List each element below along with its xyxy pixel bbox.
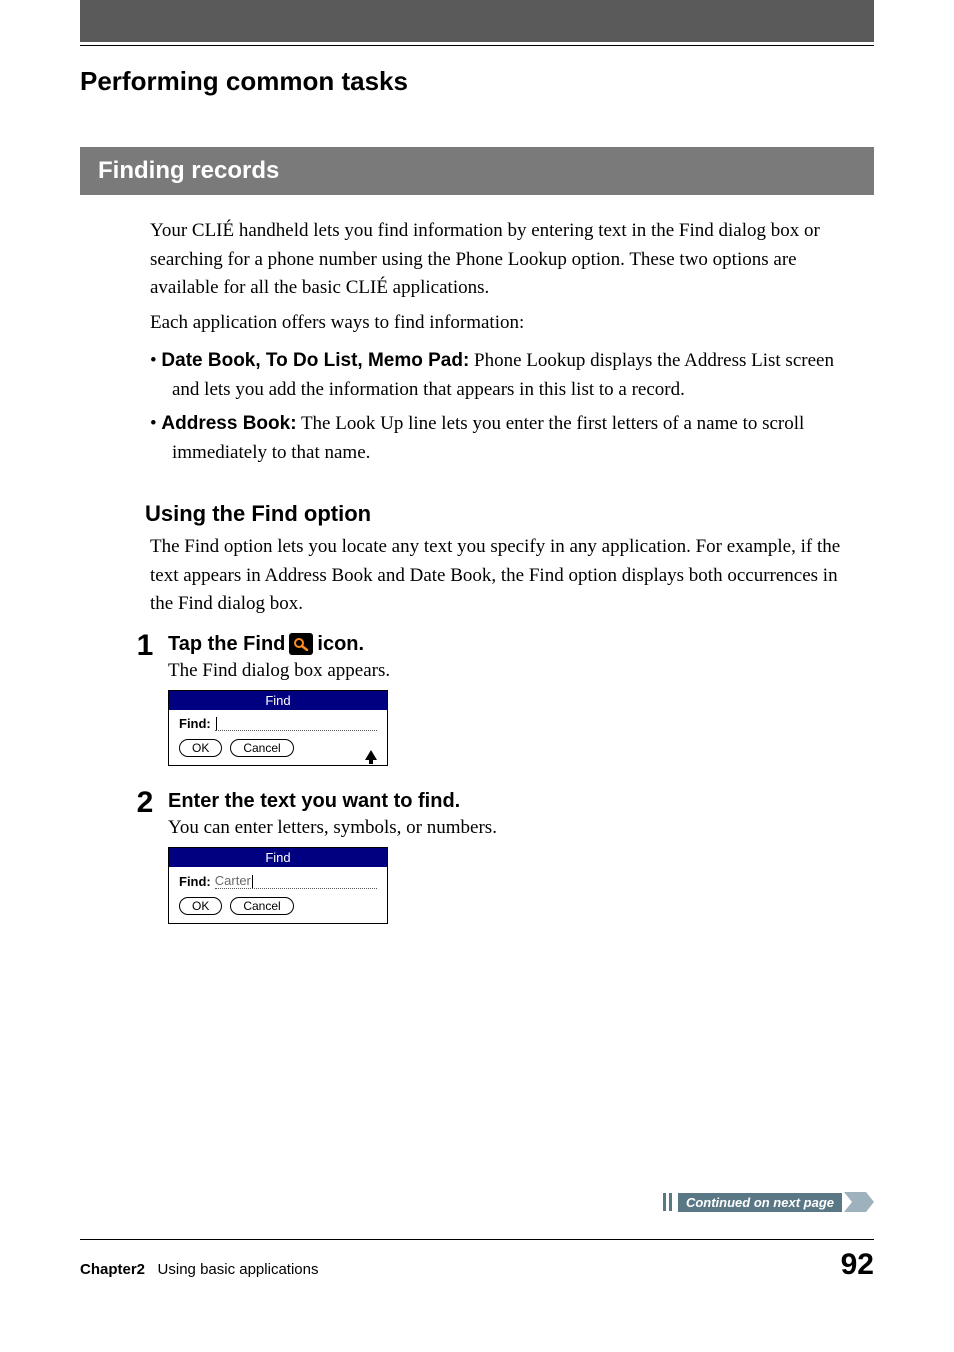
footer-desc: Using basic applications (158, 1261, 319, 1278)
find-dialog: Find Find: Carter OK Cancel (168, 847, 388, 924)
continued-label: Continued on next page (678, 1193, 842, 1212)
dialog-screenshot: Find Find: OK Cancel (168, 690, 864, 766)
find-icon (289, 633, 313, 655)
dialog-body: Find: OK Cancel (169, 710, 387, 765)
bullet-item: • Address Book: The Look Up line lets yo… (150, 410, 864, 467)
find-label: Find: (179, 716, 211, 731)
step-body: Enter the text you want to find. You can… (168, 788, 864, 934)
cancel-button[interactable]: Cancel (230, 897, 293, 915)
ok-button[interactable]: OK (179, 739, 222, 757)
find-input[interactable] (215, 716, 377, 731)
footer-chapter: Chapter2 (80, 1261, 145, 1278)
step-number: 2 (130, 788, 160, 818)
step-text-post: icon. (317, 633, 364, 656)
dialog-screenshot: Find Find: Carter OK Cancel (168, 847, 864, 924)
up-arrow-stem (369, 759, 373, 764)
text-cursor (252, 875, 253, 888)
cancel-button[interactable]: Cancel (230, 739, 293, 757)
sub-para: The Find option lets you locate any text… (150, 533, 864, 619)
step-subtext: The Find dialog box appears. (168, 660, 864, 682)
intro-para-1: Your CLIÉ handheld lets you find informa… (150, 217, 864, 303)
intro-para-2: Each application offers ways to find inf… (150, 309, 864, 338)
step-2: 2 Enter the text you want to find. You c… (130, 788, 864, 934)
footer: Chapter2 Using basic applications 92 (80, 1239, 874, 1282)
step-body: Tap the Find icon. The Find dialog box a… (168, 631, 864, 776)
find-dialog: Find Find: OK Cancel (168, 690, 388, 766)
top-bar (80, 0, 874, 42)
step-number: 1 (130, 631, 160, 661)
continued-tag: Continued on next page (663, 1192, 874, 1212)
text-cursor (216, 717, 217, 730)
chevron-right-icon (844, 1192, 874, 1212)
subheading: Using the Find option (145, 501, 864, 527)
step-text-pre: Enter the text you want to find. (168, 790, 460, 813)
bullet-list: • Date Book, To Do List, Memo Pad: Phone… (150, 347, 864, 467)
content-area: Your CLIÉ handheld lets you find informa… (150, 217, 864, 934)
footer-left: Chapter2 Using basic applications (80, 1261, 318, 1278)
page-title: Performing common tasks (80, 66, 874, 97)
find-input-row: Find: Carter (179, 873, 377, 889)
dialog-body: Find: Carter OK Cancel (169, 867, 387, 923)
step-instruction: Tap the Find icon. (168, 633, 864, 656)
page-number: 92 (841, 1248, 874, 1282)
section-heading: Finding records (80, 147, 874, 195)
find-input[interactable]: Carter (215, 873, 377, 889)
bullet-lead: Address Book: (161, 413, 296, 434)
continued-bars (663, 1193, 672, 1211)
ok-button[interactable]: OK (179, 897, 222, 915)
step-subtext: You can enter letters, symbols, or numbe… (168, 817, 864, 839)
bullet-lead: Date Book, To Do List, Memo Pad: (161, 350, 469, 371)
dialog-buttons: OK Cancel (179, 739, 377, 757)
step-text-pre: Tap the Find (168, 633, 285, 656)
find-label: Find: (179, 874, 211, 889)
bullet-item: • Date Book, To Do List, Memo Pad: Phone… (150, 347, 864, 404)
step-instruction: Enter the text you want to find. (168, 790, 864, 813)
dialog-titlebar: Find (169, 848, 387, 867)
header-rule (80, 45, 874, 46)
step-1: 1 Tap the Find icon. The Find dialog box… (130, 631, 864, 776)
find-input-row: Find: (179, 716, 377, 731)
dialog-titlebar: Find (169, 691, 387, 710)
dialog-buttons: OK Cancel (179, 897, 377, 915)
